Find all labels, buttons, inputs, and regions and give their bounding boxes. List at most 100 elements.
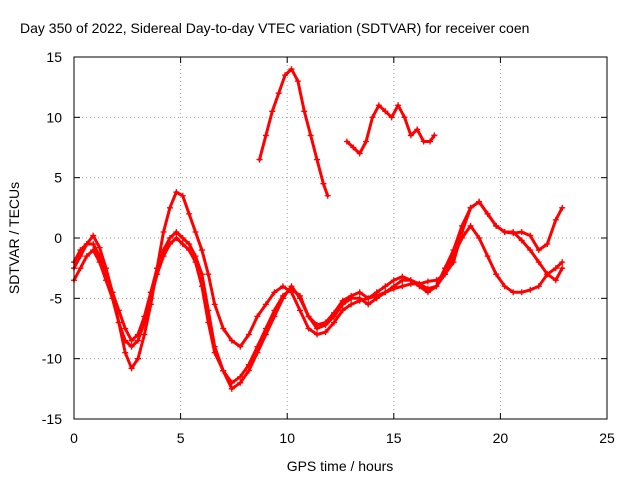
y-tick-label: 15 bbox=[46, 49, 62, 65]
data-point bbox=[324, 192, 331, 199]
data-point bbox=[83, 253, 90, 260]
data-point bbox=[407, 277, 414, 284]
data-point bbox=[427, 138, 434, 145]
data-point bbox=[390, 277, 397, 284]
data-point bbox=[237, 379, 244, 386]
data-point bbox=[527, 286, 534, 293]
data-point bbox=[356, 150, 363, 157]
data-point bbox=[420, 138, 427, 145]
data-point bbox=[305, 325, 312, 332]
data-point bbox=[220, 325, 227, 332]
data-point bbox=[401, 114, 408, 121]
y-tick-label: -15 bbox=[42, 411, 62, 427]
data-point bbox=[363, 138, 370, 145]
data-point bbox=[350, 144, 357, 151]
data-point bbox=[90, 232, 97, 239]
data-point bbox=[314, 156, 321, 163]
data-point bbox=[331, 319, 338, 326]
data-point bbox=[179, 241, 186, 248]
series-line bbox=[345, 103, 436, 155]
data-point bbox=[314, 321, 321, 328]
data-point bbox=[307, 132, 314, 139]
data-point bbox=[433, 283, 440, 290]
data-point bbox=[288, 66, 295, 73]
data-point bbox=[254, 313, 261, 320]
data-point bbox=[414, 126, 421, 133]
data-point bbox=[339, 297, 346, 304]
data-point bbox=[134, 331, 141, 338]
data-point bbox=[173, 228, 180, 235]
series-track-b bbox=[71, 222, 566, 392]
data-point bbox=[211, 301, 218, 308]
x-tick-label: 0 bbox=[70, 430, 78, 446]
plot-frame bbox=[73, 56, 608, 420]
data-point bbox=[288, 285, 295, 292]
data-point bbox=[173, 189, 180, 196]
data-point bbox=[160, 247, 167, 254]
data-point bbox=[279, 283, 286, 290]
data-point bbox=[160, 228, 167, 235]
data-point bbox=[373, 289, 380, 296]
data-point bbox=[416, 283, 423, 290]
data-point bbox=[83, 241, 90, 248]
data-point bbox=[322, 329, 329, 336]
data-point bbox=[211, 343, 218, 350]
data-point bbox=[90, 241, 97, 248]
x-tick-label: 20 bbox=[493, 430, 509, 446]
data-point bbox=[559, 265, 566, 272]
data-point bbox=[282, 72, 289, 79]
data-point bbox=[186, 241, 193, 248]
data-point bbox=[501, 228, 508, 235]
x-tick-label: 10 bbox=[279, 430, 295, 446]
data-point bbox=[382, 283, 389, 290]
data-point bbox=[186, 210, 193, 217]
data-point bbox=[365, 301, 372, 308]
data-point bbox=[493, 222, 500, 229]
data-point bbox=[262, 132, 269, 139]
data-point bbox=[296, 292, 303, 299]
data-point bbox=[518, 289, 525, 296]
data-point bbox=[382, 289, 389, 296]
data-point bbox=[179, 192, 186, 199]
data-point bbox=[510, 289, 517, 296]
y-tick-label: 5 bbox=[54, 170, 62, 186]
data-point bbox=[141, 313, 148, 320]
data-point bbox=[450, 247, 457, 254]
data-point bbox=[382, 108, 389, 115]
data-point bbox=[559, 204, 566, 211]
data-point bbox=[122, 325, 129, 332]
data-point bbox=[343, 138, 350, 145]
series-line bbox=[258, 67, 330, 198]
y-axis-label: SDTVAR / TECUs bbox=[6, 182, 22, 294]
data-point bbox=[109, 289, 116, 296]
data-point bbox=[501, 283, 508, 290]
data-point bbox=[431, 132, 438, 139]
data-point bbox=[552, 265, 559, 272]
data-point bbox=[179, 235, 186, 241]
y-tick-label: -10 bbox=[42, 351, 62, 367]
data-point bbox=[154, 265, 161, 272]
data-point bbox=[122, 337, 129, 344]
data-point bbox=[544, 241, 551, 248]
x-tick-label: 15 bbox=[386, 430, 402, 446]
data-point bbox=[228, 385, 235, 392]
data-point bbox=[493, 271, 500, 278]
series-track-c bbox=[71, 198, 566, 386]
data-point bbox=[518, 237, 525, 244]
data-point bbox=[147, 289, 154, 296]
data-point bbox=[269, 108, 276, 115]
data-point bbox=[373, 295, 380, 302]
data-point bbox=[348, 292, 355, 299]
data-point bbox=[535, 247, 542, 254]
data-point bbox=[275, 90, 282, 97]
x-tick-label: 25 bbox=[599, 430, 615, 446]
data-point bbox=[245, 367, 252, 374]
data-point bbox=[228, 337, 235, 344]
data-point bbox=[205, 307, 212, 314]
data-point bbox=[348, 301, 355, 308]
data-point bbox=[198, 247, 205, 254]
grid-layer bbox=[74, 57, 607, 419]
data-point bbox=[395, 102, 402, 109]
data-point bbox=[102, 271, 109, 278]
data-point bbox=[459, 235, 466, 241]
